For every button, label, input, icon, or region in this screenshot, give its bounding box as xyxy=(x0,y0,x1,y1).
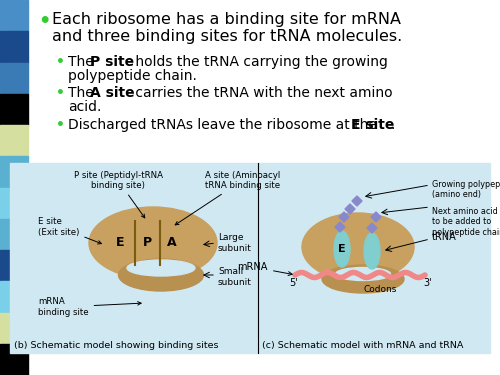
Text: polypeptide chain.: polypeptide chain. xyxy=(68,69,197,83)
Text: •: • xyxy=(56,55,65,69)
Text: mRNA: mRNA xyxy=(238,262,292,276)
Text: carries the tRNA with the next amino: carries the tRNA with the next amino xyxy=(131,86,392,100)
Bar xyxy=(0,125,28,156)
Text: The: The xyxy=(68,86,98,100)
Text: Large
subunit: Large subunit xyxy=(218,233,252,253)
Text: E site
(Exit site): E site (Exit site) xyxy=(38,217,102,244)
Bar xyxy=(0,63,28,94)
Polygon shape xyxy=(367,223,377,233)
Text: tRNA: tRNA xyxy=(432,232,457,242)
Text: 3': 3' xyxy=(424,278,432,288)
Polygon shape xyxy=(335,222,345,232)
Text: E site: E site xyxy=(351,118,395,132)
Bar xyxy=(0,281,28,312)
Text: A: A xyxy=(167,237,177,249)
Text: A site (Aminoacyl
tRNA binding site: A site (Aminoacyl tRNA binding site xyxy=(175,171,280,225)
Text: Each ribosome has a binding site for mRNA: Each ribosome has a binding site for mRN… xyxy=(52,12,401,27)
Text: P site: P site xyxy=(90,55,134,69)
Bar xyxy=(0,156,28,188)
Text: The: The xyxy=(68,55,98,69)
Text: E: E xyxy=(338,244,346,254)
Text: E: E xyxy=(116,237,124,249)
Text: A site: A site xyxy=(90,86,134,100)
Ellipse shape xyxy=(127,260,195,276)
Text: Discharged tRNAs leave the ribosome at the: Discharged tRNAs leave the ribosome at t… xyxy=(68,118,382,132)
Polygon shape xyxy=(345,204,355,214)
Bar xyxy=(0,31,28,63)
Text: P site (Peptidyl-tRNA
binding site): P site (Peptidyl-tRNA binding site) xyxy=(74,171,162,218)
Polygon shape xyxy=(339,212,349,222)
Text: •: • xyxy=(56,86,65,100)
Text: Small
subunit: Small subunit xyxy=(218,267,252,287)
Ellipse shape xyxy=(302,213,414,281)
Text: (b) Schematic model showing binding sites: (b) Schematic model showing binding site… xyxy=(14,341,218,350)
Text: .: . xyxy=(391,118,396,132)
Bar xyxy=(0,0,28,31)
Ellipse shape xyxy=(364,233,380,269)
Text: Growing polypeptide
(amino end): Growing polypeptide (amino end) xyxy=(432,180,500,200)
Text: •: • xyxy=(38,12,50,31)
Text: and three binding sites for tRNA molecules.: and three binding sites for tRNA molecul… xyxy=(52,29,402,44)
Bar xyxy=(0,344,28,375)
Polygon shape xyxy=(352,196,362,206)
Ellipse shape xyxy=(336,267,390,280)
Ellipse shape xyxy=(322,265,404,293)
Bar xyxy=(0,312,28,344)
Bar xyxy=(10,163,490,353)
Ellipse shape xyxy=(89,207,217,279)
Text: Codons: Codons xyxy=(364,285,396,294)
Text: •: • xyxy=(56,118,65,132)
Text: acid.: acid. xyxy=(68,100,102,114)
Polygon shape xyxy=(371,212,381,222)
Ellipse shape xyxy=(334,231,350,267)
Bar xyxy=(0,94,28,125)
Text: P: P xyxy=(142,237,152,249)
Text: 5': 5' xyxy=(290,278,298,288)
Bar xyxy=(0,188,28,219)
Text: holds the tRNA carrying the growing: holds the tRNA carrying the growing xyxy=(131,55,388,69)
Bar xyxy=(0,250,28,281)
Bar xyxy=(0,219,28,250)
Text: mRNA
binding site: mRNA binding site xyxy=(38,297,141,317)
Text: Next amino acid
to be added to
polypeptide chain: Next amino acid to be added to polypepti… xyxy=(432,207,500,237)
Text: (c) Schematic model with mRNA and tRNA: (c) Schematic model with mRNA and tRNA xyxy=(262,341,464,350)
Ellipse shape xyxy=(118,259,204,291)
